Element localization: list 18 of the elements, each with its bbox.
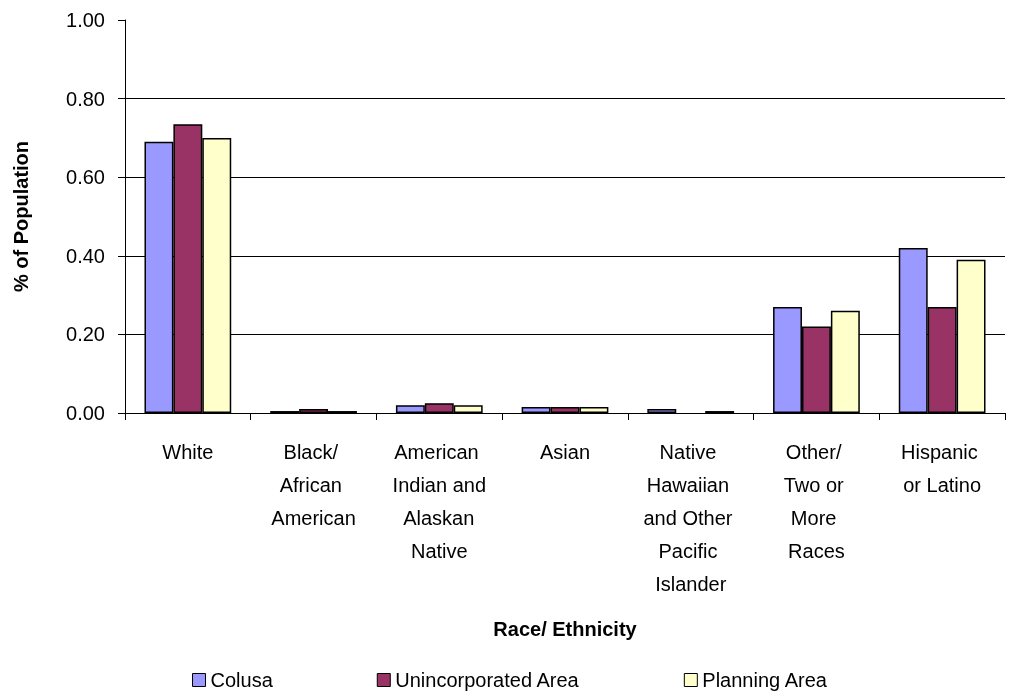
y-tick-label: 0.80 bbox=[66, 87, 105, 110]
x-tick-label: American Indian and Alaskan Native bbox=[392, 440, 486, 562]
y-tick-label: 0.00 bbox=[66, 402, 105, 424]
legend-label: Colusa bbox=[210, 669, 274, 691]
legend-label: Unincorporated Area bbox=[395, 669, 580, 691]
y-tick-label: 1.00 bbox=[66, 9, 105, 31]
y-tick-label: 0.40 bbox=[66, 244, 105, 267]
x-tick-label: Native Hawaiian and Other Pacific Islander bbox=[643, 440, 738, 595]
y-tick-label: 0.60 bbox=[66, 166, 105, 189]
x-tick-label: Asian bbox=[539, 440, 591, 463]
x-tick-label: White bbox=[162, 440, 214, 463]
x-tick-label: Hispanic or Latino bbox=[901, 440, 984, 496]
y-tick-label: 0.20 bbox=[66, 323, 105, 346]
x-axis-title: Race/ Ethnicity bbox=[493, 618, 638, 640]
x-tick-label: Other/ Two or More Races bbox=[783, 440, 850, 562]
x-tick-label: Black/ African American bbox=[271, 440, 356, 529]
y-axis-title: % of Population bbox=[10, 140, 32, 293]
legend-label: Planning Area bbox=[702, 669, 828, 691]
